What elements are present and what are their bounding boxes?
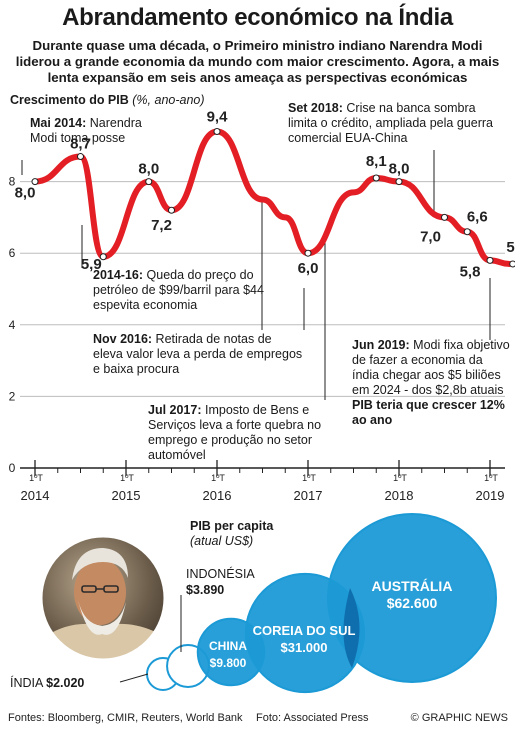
bubble-label-south-korea: COREIA DO SUL $31.000 <box>252 623 356 655</box>
gdp-line-layer: 8,08,75,98,07,29,46,08,18,07,06,65,85,7 <box>15 108 515 280</box>
annotation-jun-2019: Jun 2019: Modi fixa objetivo de fazer a … <box>352 338 512 428</box>
bubble-chart-subtitle: (atual US$) <box>190 534 254 548</box>
data-point <box>145 178 153 186</box>
x-quarter-marker: 1ºT <box>211 473 225 483</box>
bubble-overlap <box>343 588 360 668</box>
y-tick-label: 0 <box>9 461 16 475</box>
country-label-india: ÍNDIA $2.020 <box>10 676 85 690</box>
x-quarter-marker: 1ºT <box>120 473 134 483</box>
x-quarter-marker: 1ºT <box>393 473 407 483</box>
footer-copyright: © GRAPHIC NEWS <box>410 712 508 724</box>
data-point <box>168 206 175 214</box>
chart-units: (%, ano-ano) <box>132 93 205 107</box>
annotation-jun-2019-emphasis: PIB teria que crescer 12% ao ano <box>352 398 505 427</box>
page-title: Abrandamento económico na Índia <box>62 4 453 31</box>
data-label: 8,1 <box>366 153 387 170</box>
x-tick-label: 2019 <box>476 488 505 503</box>
bubble-label-china: CHINA $9.800 <box>209 639 247 670</box>
bubble-chart-title-block: PIB per capita (atual US$) <box>190 519 340 549</box>
data-label: 8,0 <box>15 185 36 202</box>
data-point <box>31 178 39 186</box>
x-quarter-marker: 1ºT <box>302 473 316 483</box>
x-tick-label: 2016 <box>203 488 232 503</box>
bubble-chart <box>119 513 497 694</box>
y-tick-label: 2 <box>9 389 16 403</box>
data-label: 8,7 <box>70 136 91 153</box>
data-point <box>304 249 312 257</box>
chart-title-block: Crescimento do PIB (%, ano-ano) <box>10 93 270 108</box>
x-tick-label: 2017 <box>294 488 323 503</box>
data-label: 6,6 <box>467 209 488 226</box>
y-tick-label: 8 <box>9 175 16 189</box>
data-point <box>486 256 494 264</box>
bubble-chart-title: PIB per capita <box>190 519 274 533</box>
portrait-of-narendra-modi-icon <box>41 536 165 660</box>
data-point <box>99 253 107 261</box>
data-label: 5,7 <box>506 239 515 256</box>
data-label: 9,4 <box>207 108 229 125</box>
annotation-may-2014: Mai 2014: Narendra Modi toma posse <box>30 116 142 145</box>
data-point <box>441 213 448 221</box>
data-point <box>395 178 403 186</box>
y-tick-label: 4 <box>9 318 16 332</box>
data-label: 7,0 <box>420 228 441 245</box>
data-point <box>77 153 84 161</box>
annotation-nov-2016: Nov 2016: Retirada de notas de eleva val… <box>93 332 303 376</box>
footer-sources: Fontes: Bloomberg, CMIR, Reuters, World … <box>8 712 243 724</box>
chart-axes: 0 2 4 6 8 2014 1ºT 2015 1ºT 2016 1ºT 2017 1ºT 2018 1ºT… <box>9 175 505 503</box>
annotation-2014-16: 2014-16: Queda do preço do petróleo de $… <box>93 268 264 312</box>
data-point <box>372 174 380 182</box>
data-label: 5,9 <box>81 256 102 273</box>
annotation-sep-2018: Set 2018: Crise na banca sombra limita o… <box>288 101 493 145</box>
data-point <box>463 228 471 236</box>
x-quarter-marker: 1ºT <box>29 473 43 483</box>
annotation-callout-lines <box>21 150 491 400</box>
data-point <box>213 127 221 135</box>
x-quarter-marker: 1ºT <box>484 473 498 483</box>
country-label-indonesia: INDONÉSIA $3.890 <box>186 567 255 597</box>
bubble-australia <box>327 513 497 683</box>
footer-photo-credit: Foto: Associated Press <box>256 712 369 724</box>
y-tick-label: 6 <box>9 246 16 260</box>
data-label: 5,8 <box>460 263 481 280</box>
chart-title: Crescimento do PIB <box>10 93 129 107</box>
annotation-jul-2017: Jul 2017: Imposto de Bens e Serviços lev… <box>148 403 322 462</box>
bubble-label-australia: AUSTRÁLIA $62.600 <box>371 578 453 611</box>
data-label: 8,0 <box>138 161 159 178</box>
x-tick-label: 2018 <box>385 488 414 503</box>
data-point <box>509 260 515 268</box>
page-subtitle: Durante quase uma década, o Primeiro min… <box>15 38 500 85</box>
data-label: 6,0 <box>298 260 319 277</box>
photo-modi <box>39 534 167 662</box>
data-label: 7,2 <box>151 217 172 234</box>
x-tick-label: 2014 <box>21 488 50 503</box>
data-label: 8,0 <box>389 161 410 178</box>
india-pointer-line <box>119 673 149 683</box>
x-tick-label: 2015 <box>112 488 141 503</box>
